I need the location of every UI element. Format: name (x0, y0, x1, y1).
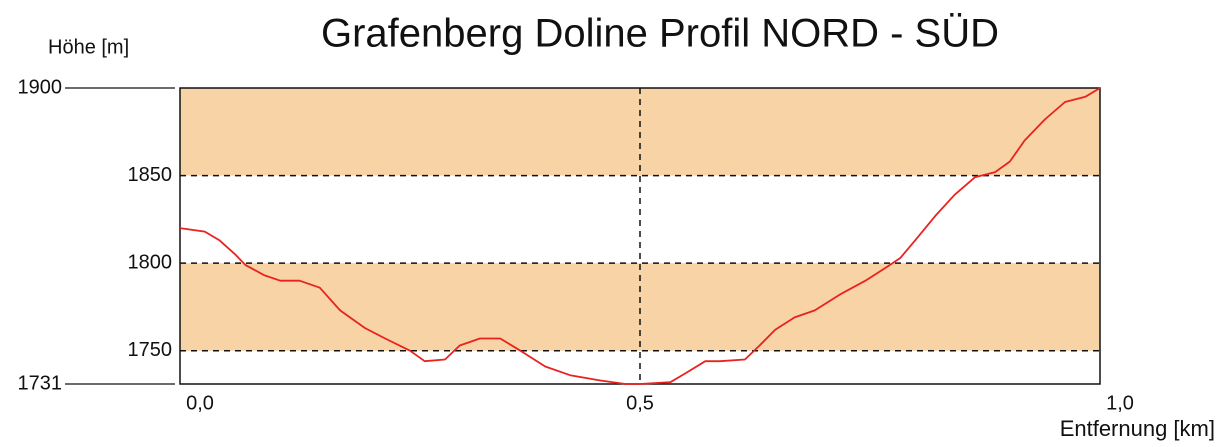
y-axis-label: Höhe [m] (48, 36, 129, 58)
y-tick-label: 1850 (128, 164, 173, 186)
x-tick-label: 0,5 (626, 392, 654, 414)
chart-title: Grafenberg Doline Profil NORD - SÜD (321, 12, 999, 56)
y-tick-label: 1900 (18, 76, 63, 98)
x-axis-label: Entfernung [km] (1060, 416, 1215, 441)
x-tick-label: 1,0 (1106, 392, 1134, 414)
y-tick-label: 1800 (128, 251, 173, 273)
y-tick-label: 1731 (18, 372, 63, 394)
profile-line (179, 87, 1101, 385)
y-tick-label: 1750 (128, 339, 173, 361)
x-tick-label: 0,0 (186, 392, 214, 414)
